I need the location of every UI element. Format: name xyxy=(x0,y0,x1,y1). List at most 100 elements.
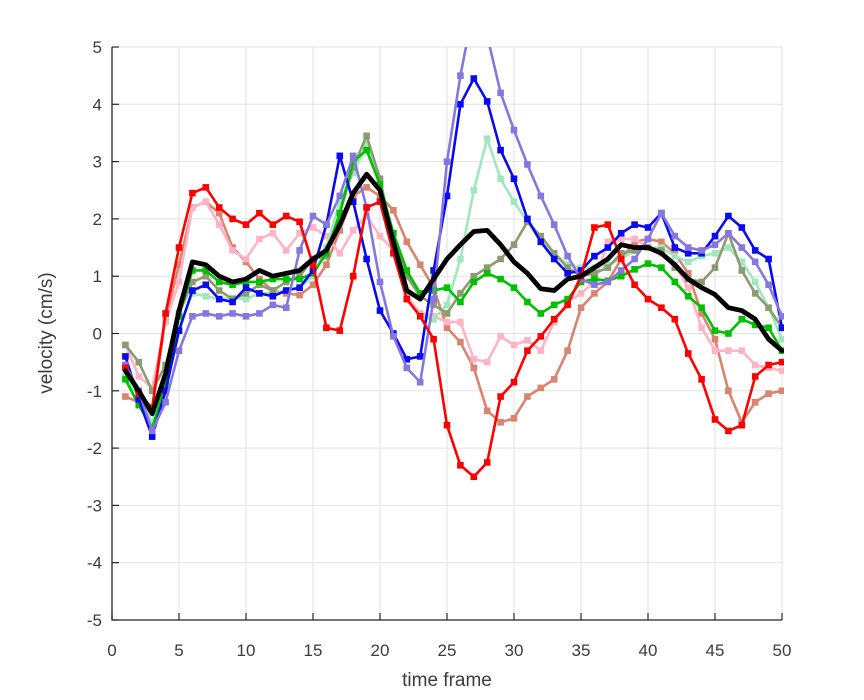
series-trial-blue-marker xyxy=(751,247,759,254)
series-trial-green-marker xyxy=(256,278,263,286)
series-trial-blue-marker xyxy=(416,353,424,360)
series-trial-green-marker xyxy=(443,284,451,291)
series-trial-purple-marker xyxy=(403,364,411,372)
series-trial-red-marker xyxy=(122,364,129,372)
series-trial-purple-marker xyxy=(524,161,531,168)
series-trial-pink-marker xyxy=(738,347,746,354)
series-trial-green-marker xyxy=(403,267,411,274)
series-trial-red-marker xyxy=(765,361,772,369)
series-trial-blue-marker xyxy=(564,270,571,277)
series-trial-blue-marker xyxy=(269,292,277,300)
series-trial-red-marker xyxy=(403,295,411,303)
series-trial-green-marker xyxy=(751,321,759,329)
series-trial-olive-marker xyxy=(376,175,384,183)
series-trial-mint-marker xyxy=(470,186,478,194)
series-trial-salmon-marker xyxy=(510,415,518,422)
series-trial-blue-marker xyxy=(443,192,451,200)
series-trial-salmon-marker xyxy=(658,238,665,246)
series-trial-salmon-marker xyxy=(457,338,464,346)
series-trial-red-marker xyxy=(483,459,491,466)
series-trial-red-marker xyxy=(269,221,277,228)
series-trial-red-marker xyxy=(162,310,169,317)
series-trial-green-marker xyxy=(738,315,746,323)
series-trial-olive-marker xyxy=(148,387,156,395)
series-trial-purple-marker xyxy=(323,221,330,228)
series-trial-green-marker xyxy=(617,272,625,280)
series-trial-mint-marker xyxy=(430,315,437,323)
series-trial-red-marker xyxy=(336,327,344,334)
series-trial-olive-marker xyxy=(403,272,411,280)
series-trial-green-marker xyxy=(336,209,344,217)
x-tick-label: 30 xyxy=(505,641,524,660)
series-trial-salmon-marker xyxy=(577,304,585,312)
series-trial-salmon-marker xyxy=(296,291,303,299)
series-trial-pink-marker xyxy=(202,198,210,206)
series-trial-purple-marker xyxy=(443,158,451,165)
y-tick-label: 0 xyxy=(93,325,102,344)
series-trial-olive-marker xyxy=(711,264,719,271)
series-trial-blue xyxy=(122,75,784,440)
series-trial-green-marker xyxy=(323,249,330,257)
series-trial-pink-marker xyxy=(617,235,625,243)
series-trial-mint-marker xyxy=(684,258,692,266)
series-trial-purple-marker xyxy=(229,310,236,317)
series-trial-red-marker xyxy=(658,304,665,312)
series-trial-blue-marker xyxy=(537,238,545,246)
series-trial-blue-marker xyxy=(122,353,129,360)
y-tick-label: -5 xyxy=(87,611,102,630)
series-trial-blue-marker xyxy=(256,290,263,297)
series-trial-blue-marker xyxy=(497,146,504,154)
series-trial-purple-marker xyxy=(416,378,424,386)
series-trial-olive-marker xyxy=(751,290,759,297)
series-trial-olive-marker xyxy=(189,278,196,286)
series-mean-line xyxy=(123,171,784,417)
series-trial-blue-marker xyxy=(604,244,612,251)
series-trial-green-marker xyxy=(631,266,638,273)
series-trial-green-line xyxy=(124,148,784,430)
series-trial-salmon-marker xyxy=(336,227,344,234)
series-trial-blue-marker xyxy=(403,355,411,363)
series-trial-olive-marker xyxy=(631,247,638,254)
series-trial-blue-line xyxy=(124,77,784,438)
series-trial-salmon-marker xyxy=(698,310,705,317)
series-trial-salmon-marker xyxy=(524,393,531,400)
series-trial-purple-marker xyxy=(644,235,652,243)
series-trial-red-marker xyxy=(457,461,464,469)
series-trial-purple-marker xyxy=(698,247,705,254)
series-trial-olive-marker xyxy=(497,255,504,263)
series-trial-red-marker xyxy=(390,249,397,257)
series-trial-mint-marker xyxy=(738,258,746,266)
series-trial-salmon-marker xyxy=(711,335,719,343)
series-trial-mint-marker xyxy=(148,419,156,426)
series-trial-purple-marker xyxy=(189,313,196,320)
series-trial-blue-marker xyxy=(296,284,303,291)
series-trial-purple-marker xyxy=(390,333,397,340)
series-trial-pink-marker xyxy=(470,355,478,363)
series-trial-red-marker xyxy=(349,272,357,280)
series-trial-pink-marker xyxy=(483,358,491,366)
series-trial-purple-marker xyxy=(269,301,277,309)
series-trial-pink-marker xyxy=(537,347,545,354)
series-trial-green-marker xyxy=(122,376,129,383)
series-trial-red-marker xyxy=(376,198,384,206)
y-tick-label: -4 xyxy=(87,554,102,573)
series-trial-red-marker xyxy=(564,301,571,309)
series-trial-purple-marker xyxy=(617,267,625,274)
series-trial-blue-marker xyxy=(671,244,679,251)
series-trial-blue-marker xyxy=(175,327,183,334)
series-trial-blue-marker xyxy=(631,221,638,228)
series-trial-pink-marker xyxy=(497,333,504,340)
series-trial-pink-marker xyxy=(135,373,143,380)
series-trial-pink-marker xyxy=(684,284,692,291)
series-trial-purple-marker xyxy=(751,258,759,266)
series-trial-mint-marker xyxy=(242,295,250,303)
series-trial-red-marker xyxy=(751,373,759,380)
series-trial-purple-marker xyxy=(658,209,665,217)
series-trial-salmon-marker xyxy=(390,207,397,214)
series-trial-green-marker xyxy=(564,295,571,303)
series-trial-salmon-marker xyxy=(497,419,504,426)
series-trial-green-marker xyxy=(470,278,478,286)
series-trial-olive-marker xyxy=(457,290,464,297)
